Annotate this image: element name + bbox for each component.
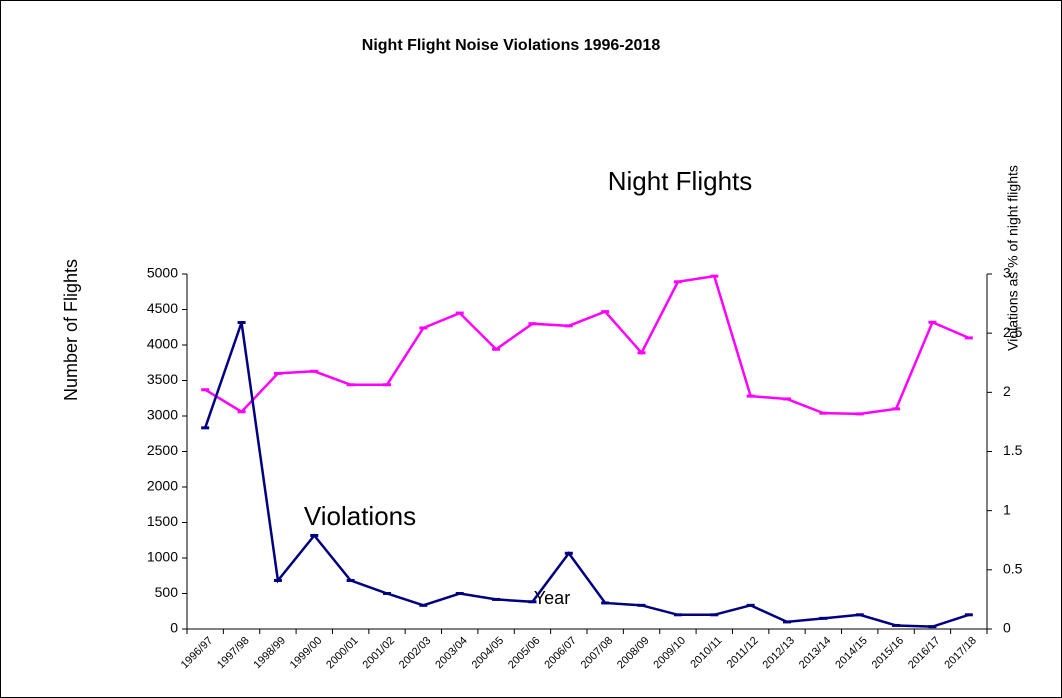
y-tick-label: 1500 <box>147 513 178 529</box>
y2-tick-label: 0.5 <box>1003 561 1023 577</box>
y-tick-label: 3000 <box>147 407 178 423</box>
y2-tick-label: 1 <box>1003 501 1011 517</box>
series-line <box>204 274 970 416</box>
y2-tick-label: 2 <box>1003 383 1011 399</box>
y-axis-label: Number of Flights <box>61 259 81 401</box>
y-tick-label: 500 <box>155 584 179 600</box>
y-tick-label: 4500 <box>147 300 178 316</box>
annotation: Night Flights <box>608 166 753 196</box>
y2-tick-label: 2.5 <box>1003 324 1023 340</box>
series-line <box>204 322 970 628</box>
chart-title: Night Flight Noise Violations 1996-2018 <box>362 37 661 54</box>
y-tick-label: 3500 <box>147 371 178 387</box>
y2-axis-label: Violations as % of night flights <box>1005 165 1021 351</box>
y-tick-label: 1000 <box>147 549 178 565</box>
y2-tick-label: 0 <box>1003 620 1011 636</box>
annotation: Violations <box>304 501 416 531</box>
y-tick-label: 2000 <box>147 478 178 494</box>
y2-tick-label: 3 <box>1003 265 1011 281</box>
y-tick-label: 2500 <box>147 442 178 458</box>
y-tick-label: 5000 <box>147 265 178 281</box>
y-tick-label: 4000 <box>147 336 178 352</box>
y2-tick-label: 1.5 <box>1003 442 1023 458</box>
y-tick-label: 0 <box>170 620 178 636</box>
x-axis-label: Year <box>534 588 570 608</box>
